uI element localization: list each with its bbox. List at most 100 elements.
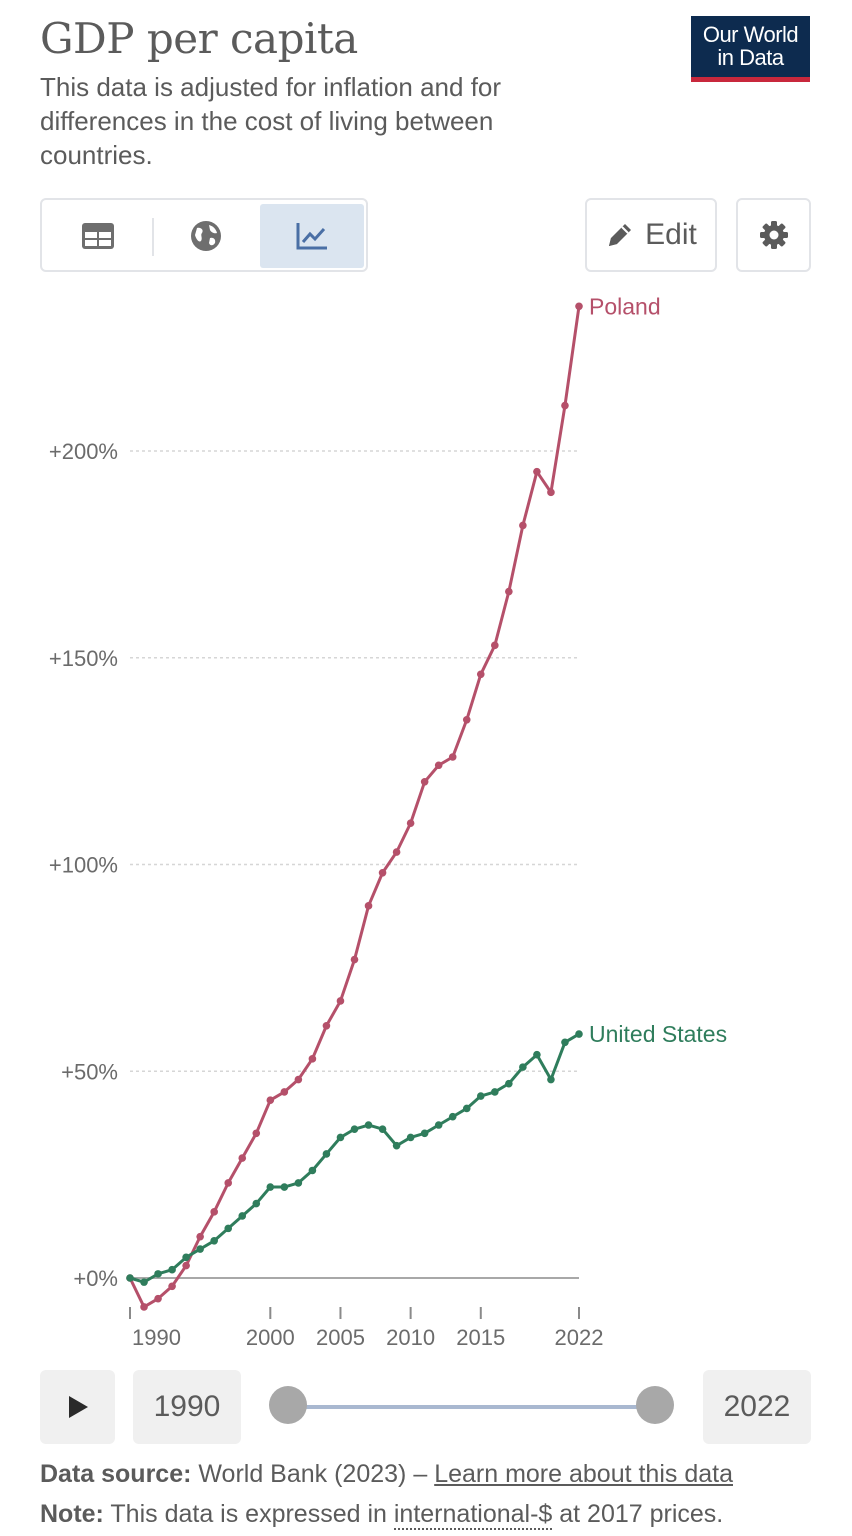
data-point <box>505 587 513 596</box>
note-line: Note: This data is expressed in internat… <box>40 1500 724 1530</box>
data-point <box>336 1133 345 1142</box>
x-tick-label: 1990 <box>132 1325 181 1350</box>
y-tick-label: +200% <box>49 439 118 464</box>
data-point <box>308 1055 317 1063</box>
data-point <box>224 1224 233 1233</box>
owid-logo[interactable]: Our World in Data <box>691 16 810 82</box>
data-point <box>406 1133 415 1142</box>
note-text-after: at 2017 prices. <box>552 1500 724 1528</box>
learn-more-link[interactable]: Learn more about this data <box>434 1460 733 1488</box>
y-tick-label: +150% <box>49 646 118 671</box>
note-text: This data is expressed in <box>110 1500 394 1528</box>
data-point <box>448 1112 457 1121</box>
pencil-icon <box>609 224 632 246</box>
line-chart: +0% +50% +100% +150% +200% 1990 2000 2005 2010 20… <box>49 293 727 1350</box>
data-point <box>140 1303 148 1311</box>
data-point <box>238 1212 247 1220</box>
data-point <box>364 902 373 910</box>
data-point <box>210 1236 218 1245</box>
data-source-text: World Bank (2023) – <box>198 1460 435 1488</box>
chart-title: GDP per capita <box>40 14 358 63</box>
note-label: Note: <box>40 1500 104 1528</box>
x-tick-label: 2000 <box>246 1325 295 1350</box>
chart-tab[interactable] <box>260 204 364 268</box>
chart-subtitle: This data is adjusted for inflation and … <box>40 72 502 170</box>
data-point <box>561 1038 569 1047</box>
data-point <box>336 997 345 1005</box>
data-point <box>280 1183 289 1191</box>
data-point <box>168 1282 176 1291</box>
data-point <box>266 1183 275 1191</box>
data-point <box>294 1179 303 1187</box>
data-point <box>462 1104 471 1113</box>
timeline-track[interactable] <box>290 1405 655 1409</box>
data-point <box>420 778 429 786</box>
x-tick-label: 2010 <box>386 1325 435 1350</box>
data-point <box>182 1253 190 1262</box>
data-point <box>350 1125 359 1133</box>
logo-line-1: Our World <box>702 22 799 47</box>
series-line-poland <box>128 306 581 1309</box>
data-point <box>505 1079 513 1088</box>
data-point <box>196 1232 204 1241</box>
line-chart-icon <box>296 223 327 250</box>
international-dollar-link[interactable]: international-$ <box>393 1500 553 1530</box>
table-icon <box>82 223 114 249</box>
data-point <box>420 1129 429 1138</box>
data-point <box>378 868 387 877</box>
x-tick-label: 2005 <box>316 1325 365 1350</box>
series-label: United States <box>589 1021 727 1047</box>
data-point <box>476 670 485 679</box>
data-point <box>266 1096 275 1104</box>
data-point <box>252 1129 261 1138</box>
data-point <box>210 1208 218 1216</box>
play-button[interactable] <box>40 1370 115 1444</box>
data-point <box>519 521 527 530</box>
data-point <box>434 1121 443 1129</box>
data-point <box>462 715 471 724</box>
data-point <box>533 1050 541 1059</box>
data-point <box>575 1030 583 1038</box>
y-tick-label: +50% <box>61 1059 118 1084</box>
series-label: Poland <box>589 293 661 319</box>
data-point <box>322 1021 331 1030</box>
data-point <box>561 401 569 410</box>
data-point <box>322 1150 331 1158</box>
logo-accent-bar <box>691 77 810 82</box>
tab-divider <box>152 218 154 256</box>
data-point <box>350 955 359 964</box>
data-point <box>476 1092 485 1100</box>
data-point <box>575 302 583 311</box>
data-point <box>168 1265 176 1274</box>
data-point <box>154 1294 162 1303</box>
data-point <box>308 1166 317 1175</box>
data-point <box>491 1088 499 1096</box>
globe-icon <box>191 221 221 251</box>
gear-icon <box>759 221 788 249</box>
x-tick-label: 2022 <box>555 1325 604 1350</box>
data-point <box>392 1141 401 1150</box>
timeline-start-year[interactable]: 1990 <box>133 1370 241 1444</box>
edit-button[interactable]: Edit <box>585 198 717 272</box>
data-point <box>547 488 555 497</box>
timeline-end-handle[interactable] <box>636 1386 674 1424</box>
settings-button[interactable] <box>736 198 811 272</box>
edit-label: Edit <box>645 218 697 251</box>
data-point <box>196 1245 204 1253</box>
data-point <box>238 1154 247 1162</box>
data-point <box>406 819 415 827</box>
data-point <box>182 1261 190 1270</box>
data-point <box>547 1075 555 1084</box>
timeline-end-year[interactable]: 2022 <box>703 1370 811 1444</box>
data-point <box>533 467 541 476</box>
data-point <box>378 1125 387 1133</box>
data-point <box>140 1278 148 1286</box>
y-tick-label: +0% <box>73 1266 118 1291</box>
timeline-start-handle[interactable] <box>269 1386 307 1424</box>
map-tab[interactable] <box>154 204 258 268</box>
table-tab[interactable] <box>46 204 150 268</box>
data-point <box>252 1199 261 1208</box>
data-point <box>519 1063 527 1071</box>
data-point <box>126 1274 134 1282</box>
data-point <box>280 1088 289 1096</box>
